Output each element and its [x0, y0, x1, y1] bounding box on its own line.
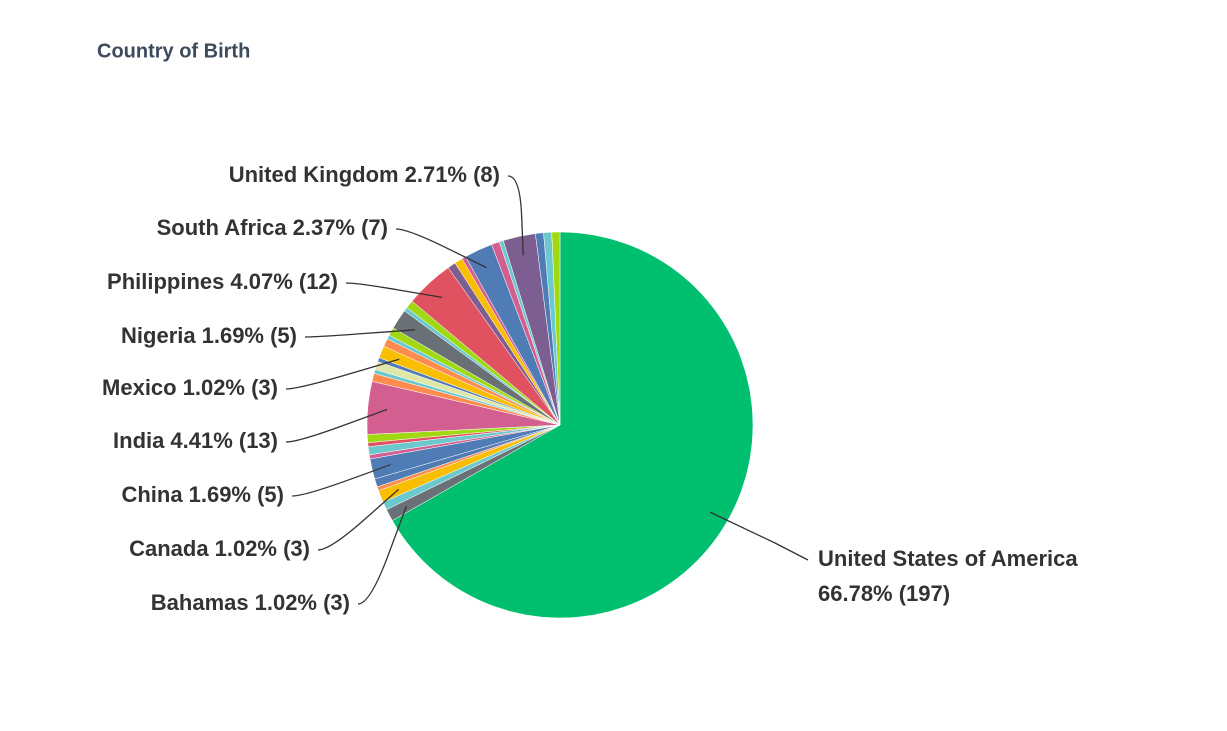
slice-label: United States of America [818, 546, 1078, 571]
slice-value: 66.78% (197) [818, 581, 950, 606]
slice-name: Philippines [107, 269, 224, 294]
slice-value: 4.41% (13) [170, 428, 278, 453]
slice-label: Mexico 1.02% (3) [102, 375, 278, 400]
leader-line [357, 505, 408, 605]
slice-name: United Kingdom [229, 162, 399, 187]
leader-line [709, 511, 809, 561]
chart-title: Country of Birth [97, 40, 250, 62]
slice-name: Nigeria [121, 323, 196, 348]
slice-label: United Kingdom 2.71% (8) [229, 162, 500, 187]
slice-name: Canada [129, 536, 209, 561]
slice-name: South Africa [157, 215, 288, 240]
leader-line [345, 282, 443, 299]
slice-label: Bahamas 1.02% (3) [151, 590, 350, 615]
slice-value: 4.07% (12) [230, 269, 338, 294]
slice-value: 2.71% (8) [405, 162, 500, 187]
slice-label: Philippines 4.07% (12) [107, 269, 338, 294]
slice-label: Canada 1.02% (3) [129, 536, 310, 561]
slice-name: India [113, 428, 165, 453]
slice-value: 1.02% (3) [215, 536, 310, 561]
slice-name: Bahamas [151, 590, 249, 615]
pie-slice [551, 231, 561, 426]
slice-value: 1.02% (3) [255, 590, 350, 615]
slice-label: Nigeria 1.69% (5) [121, 323, 297, 348]
leader-line [291, 464, 392, 497]
slice-label: South Africa 2.37% (7) [157, 215, 388, 240]
slice-name: Mexico [102, 375, 177, 400]
leader-line [317, 488, 400, 551]
leader-line [395, 228, 487, 269]
leader-line [285, 358, 400, 390]
slice-value: 1.69% (5) [189, 482, 284, 507]
slice-value: 1.02% (3) [183, 375, 278, 400]
slice-name: China [121, 482, 183, 507]
slice-value: 2.37% (7) [293, 215, 388, 240]
slice-label: China 1.69% (5) [121, 482, 284, 507]
pie-slice [391, 231, 754, 619]
leader-line [285, 408, 388, 443]
leader-line [507, 175, 524, 256]
leader-line [304, 329, 415, 338]
slice-label: India 4.41% (13) [113, 428, 278, 453]
slice-value: 1.69% (5) [202, 323, 297, 348]
